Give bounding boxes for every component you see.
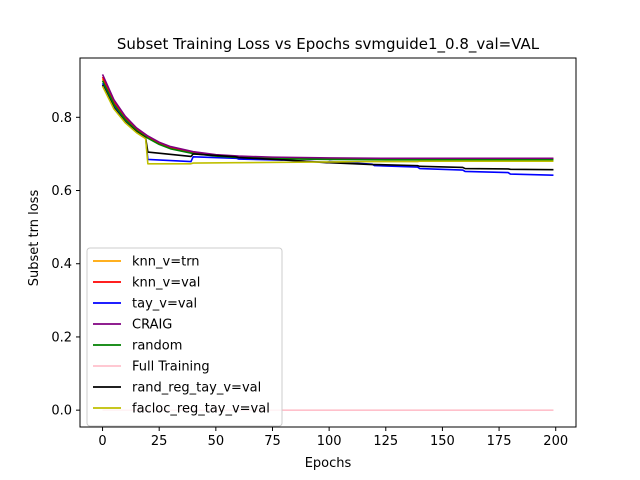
x-tick-label: 200 — [543, 434, 568, 449]
plot-frame — [79, 57, 577, 428]
y-tick-label: 0.0 — [51, 404, 72, 419]
y-tick-label: 0.8 — [51, 111, 72, 126]
x-tick-label: 75 — [264, 434, 281, 449]
x-tick-label: 150 — [430, 434, 455, 449]
x-tick-label: 175 — [487, 434, 512, 449]
x-axis-label: Epochs — [305, 456, 352, 471]
y-axis-label: Subset trn loss — [27, 190, 42, 287]
legend-entry: Full Training — [132, 360, 210, 375]
legend-entry: tay_v=val — [132, 297, 197, 312]
legend-box — [86, 247, 283, 427]
y-tick-label: 0.2 — [51, 330, 72, 345]
y-tick-label: 0.6 — [51, 184, 72, 199]
x-tick-label: 0 — [98, 434, 106, 449]
x-tick-label: 25 — [151, 434, 168, 449]
chart-title: Subset Training Loss vs Epochs svmguide1… — [117, 35, 540, 54]
series-line-craig — [101, 74, 554, 160]
legend-entry: facloc_reg_tay_v=val — [132, 402, 270, 417]
x-tick-label: 125 — [373, 434, 398, 449]
series-line-facloc-reg-tay-v-val — [101, 85, 554, 165]
legend-entry: random — [132, 339, 182, 354]
legend-entry: CRAIG — [132, 318, 172, 333]
legend-entry: knn_v=val — [132, 276, 200, 291]
legend-entry: rand_reg_tay_v=val — [132, 381, 261, 396]
x-tick-label: 50 — [208, 434, 225, 449]
legend-entry: knn_v=trn — [132, 255, 200, 270]
y-tick-label: 0.4 — [51, 257, 72, 272]
x-tick-label: 100 — [317, 434, 342, 449]
